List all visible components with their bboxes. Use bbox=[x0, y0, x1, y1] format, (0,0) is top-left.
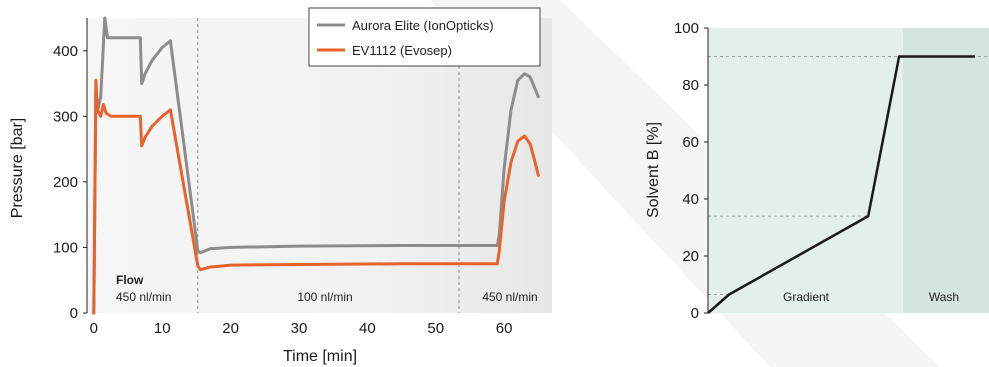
y-tick-label: 40 bbox=[682, 191, 699, 208]
pressure-x-axis-title: Time [min] bbox=[283, 348, 357, 365]
y-tick-label: 80 bbox=[682, 77, 699, 94]
y-tick-label: 0 bbox=[70, 305, 78, 322]
y-tick-label: 100 bbox=[674, 20, 699, 37]
y-tick-label: 300 bbox=[53, 108, 78, 125]
gradient-region-label: Gradient bbox=[783, 290, 830, 304]
y-tick-label: 400 bbox=[53, 43, 78, 60]
pressure-series bbox=[92, 16, 540, 315]
solvent-b-line bbox=[707, 55, 975, 314]
flow-label-1: 450 nl/min bbox=[116, 290, 171, 304]
flow-label-3: 450 nl/min bbox=[482, 290, 537, 304]
series-line-evosep bbox=[92, 78, 540, 315]
pressure-chart: 0 100 200 300 400 0 10 20 30 40 50 60 Time [min] P… bbox=[9, 7, 552, 365]
legend-label-aurora: Aurora Elite (IonOpticks) bbox=[352, 18, 494, 33]
pressure-legend: Aurora Elite (IonOpticks) EV1112 (Evosep… bbox=[308, 7, 541, 67]
y-tick-label: 200 bbox=[53, 174, 78, 191]
wash-region-label: Wash bbox=[929, 290, 959, 304]
x-tick-label: 30 bbox=[291, 320, 308, 337]
x-tick-label: 0 bbox=[90, 320, 98, 337]
pressure-reference-lines bbox=[197, 18, 460, 313]
x-tick-label: 20 bbox=[222, 320, 239, 337]
solvent-y-axis-title: Solvent B [%] bbox=[645, 122, 662, 218]
x-tick-label: 40 bbox=[359, 320, 376, 337]
y-tick-label: 20 bbox=[682, 248, 699, 265]
flow-title: Flow bbox=[116, 273, 144, 287]
y-tick-label: 60 bbox=[682, 134, 699, 151]
legend-box bbox=[308, 7, 541, 67]
flow-label-2: 100 nl/min bbox=[297, 290, 352, 304]
wash-region bbox=[903, 28, 989, 313]
pressure-y-axis-title: Pressure [bar] bbox=[9, 118, 26, 218]
gradient-region bbox=[708, 28, 904, 313]
solvent-y-ticks: 0 20 40 60 80 100 bbox=[674, 20, 708, 322]
pressure-x-ticks: 0 10 20 30 40 50 60 bbox=[90, 320, 513, 337]
y-tick-label: 100 bbox=[53, 239, 78, 256]
solvent-chart: 0 20 40 60 80 100 Solvent B [%] Gradient Wash bbox=[645, 20, 989, 322]
y-tick-label: 0 bbox=[691, 305, 699, 322]
pressure-y-ticks: 0 100 200 300 400 bbox=[53, 43, 87, 322]
x-tick-label: 60 bbox=[496, 320, 513, 337]
series-line-aurora bbox=[92, 16, 540, 315]
x-tick-label: 50 bbox=[427, 320, 444, 337]
x-tick-label: 10 bbox=[154, 320, 171, 337]
solvent-series bbox=[707, 55, 975, 314]
legend-label-evosep: EV1112 (Evosep) bbox=[352, 43, 452, 58]
